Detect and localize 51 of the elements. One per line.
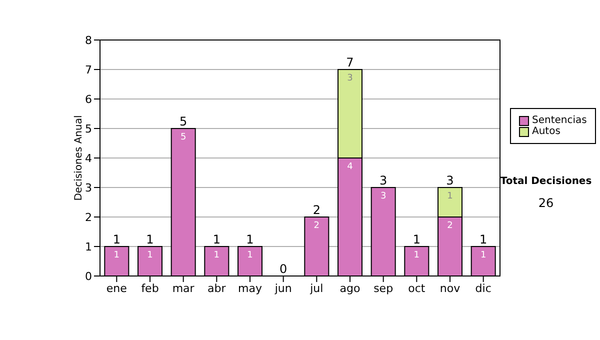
x-tick-label: may — [238, 282, 262, 295]
total-label: 7 — [346, 56, 354, 70]
x-tick-label: dic — [475, 282, 492, 295]
data-label: 1 — [247, 250, 253, 260]
data-label: 4 — [347, 162, 354, 172]
y-tick-label: 4 — [85, 152, 92, 165]
y-tick-label: 2 — [85, 210, 92, 224]
data-label: 2 — [314, 221, 320, 231]
data-label: 2 — [447, 221, 453, 231]
total-label: 1 — [212, 232, 220, 246]
x-tick-label: ago — [340, 282, 360, 295]
legend-label: Sentencias — [532, 115, 587, 126]
y-tick-label: 3 — [85, 181, 92, 194]
data-label: 3 — [380, 192, 386, 202]
x-tick-label: feb — [141, 282, 159, 295]
text: 26 — [537, 196, 555, 210]
total-label: 5 — [180, 114, 188, 128]
x-tick-label: abr — [208, 282, 226, 295]
x-tick-label: oct — [408, 282, 426, 295]
data-label: 5 — [180, 132, 186, 142]
data-label: 1 — [447, 192, 453, 202]
x-tick-label: jul — [309, 282, 324, 295]
total-label: 1 — [146, 232, 154, 246]
total-label: 1 — [112, 232, 120, 246]
y-tick-label: 7 — [85, 63, 92, 76]
y-tick-label: 6 — [85, 92, 92, 106]
data-label: 1 — [147, 250, 153, 260]
total-label: 1 — [246, 232, 254, 246]
text: Total Decisiones — [499, 176, 593, 187]
x-tick-label: mar — [172, 282, 195, 295]
data-label: 1 — [414, 250, 420, 260]
y-tick-label: 1 — [85, 240, 92, 254]
total-label: 3 — [446, 174, 454, 188]
x-tick-label: nov — [440, 282, 461, 295]
x-tick-label: sep — [374, 282, 394, 295]
data-label: 1 — [480, 250, 486, 260]
total-label: 2 — [312, 203, 320, 217]
data-label: 3 — [347, 74, 353, 84]
x-tick-label: jun — [274, 282, 292, 295]
total-label: 3 — [380, 174, 388, 188]
x-tick-label: ene — [106, 282, 128, 295]
data-label: 1 — [214, 250, 220, 260]
y-tick-label: 0 — [85, 270, 92, 283]
data-label: 1 — [114, 250, 120, 260]
y-axis-title: Decisiones Anual — [74, 115, 85, 201]
total-label: 1 — [480, 232, 488, 246]
total-label: 0 — [280, 262, 288, 276]
total-label: 1 — [412, 232, 420, 246]
y-tick-label: 8 — [85, 34, 92, 47]
legend-label: Autos — [532, 126, 560, 137]
y-tick-label: 5 — [85, 122, 92, 136]
